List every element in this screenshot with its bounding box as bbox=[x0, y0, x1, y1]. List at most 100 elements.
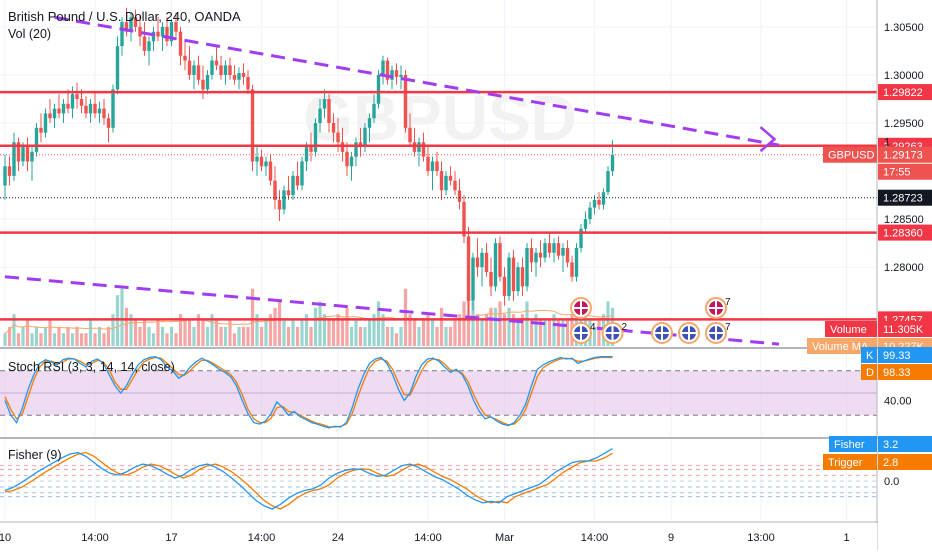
volume-bar bbox=[529, 320, 534, 346]
candle bbox=[453, 171, 457, 196]
volume-bar bbox=[277, 301, 282, 346]
volume-bar bbox=[52, 333, 57, 346]
candle bbox=[147, 36, 151, 66]
economic-event-icon[interactable]: 2 bbox=[601, 322, 628, 344]
volume-bar bbox=[304, 314, 309, 346]
candle bbox=[88, 98, 93, 124]
candle bbox=[39, 113, 43, 143]
trendline[interactable] bbox=[4, 275, 780, 346]
time-tick-label: 14:00 bbox=[248, 532, 276, 544]
volume-bar bbox=[57, 326, 61, 346]
candle bbox=[520, 257, 525, 297]
time-tick-label: 24 bbox=[332, 532, 344, 544]
candle bbox=[93, 92, 97, 119]
volume-bar bbox=[592, 326, 597, 346]
volume-bar bbox=[390, 326, 394, 346]
candle bbox=[57, 94, 61, 119]
price-tick-label: 1.30500 bbox=[884, 22, 924, 34]
candle bbox=[538, 240, 543, 268]
volume-bar bbox=[358, 326, 363, 346]
candle bbox=[3, 154, 7, 200]
candle bbox=[133, 9, 138, 32]
volume-bar bbox=[241, 326, 246, 346]
economic-event-icon[interactable] bbox=[651, 322, 673, 344]
svg-text:Trigger: Trigger bbox=[828, 457, 863, 469]
volume-bar bbox=[205, 326, 210, 346]
candle bbox=[457, 178, 462, 210]
economic-event-icon[interactable]: 7 bbox=[705, 322, 731, 344]
volume-bar bbox=[322, 314, 327, 346]
volume-bar bbox=[327, 320, 331, 346]
candle bbox=[115, 36, 120, 95]
volume-bar bbox=[138, 326, 142, 346]
axis-last-label: 1 bbox=[884, 137, 890, 149]
candle bbox=[385, 57, 390, 85]
volume-bar bbox=[88, 320, 93, 346]
candle bbox=[174, 12, 178, 37]
volume-bar bbox=[120, 288, 124, 346]
candle bbox=[489, 257, 493, 297]
volume-bar bbox=[318, 301, 322, 346]
volume-bar bbox=[421, 320, 426, 346]
trendline[interactable] bbox=[54, 15, 780, 147]
candle bbox=[250, 84, 255, 172]
volume-bar bbox=[471, 301, 475, 346]
candle bbox=[259, 149, 264, 172]
price-tick-label: 1.30000 bbox=[884, 70, 924, 82]
candle bbox=[142, 22, 147, 56]
volume-bar bbox=[349, 326, 354, 346]
fisher-label-tag: Fisher bbox=[829, 436, 877, 452]
volume-bar bbox=[21, 326, 25, 346]
volume-bar bbox=[331, 320, 336, 346]
volume-bar bbox=[286, 326, 291, 346]
candle bbox=[511, 249, 516, 301]
volume-bar bbox=[223, 326, 228, 346]
volume-bar bbox=[156, 320, 160, 346]
volume-bar bbox=[214, 320, 219, 346]
volume-bar bbox=[538, 320, 543, 346]
volume-bar bbox=[250, 288, 255, 346]
candle bbox=[214, 46, 219, 71]
candle bbox=[601, 188, 606, 210]
time-axis[interactable] bbox=[0, 523, 877, 550]
economic-event-icon[interactable] bbox=[570, 297, 592, 319]
candle bbox=[223, 60, 228, 85]
candle bbox=[12, 132, 16, 181]
volume-bar bbox=[475, 314, 480, 346]
event-count-label: 2 bbox=[622, 322, 628, 333]
svg-text:GBPUSD: GBPUSD bbox=[828, 150, 875, 162]
candle bbox=[264, 156, 268, 176]
candle bbox=[399, 65, 403, 90]
volume-bar bbox=[39, 333, 43, 346]
volume-bar bbox=[597, 320, 601, 346]
volume-bar bbox=[165, 333, 169, 346]
volume-bar bbox=[372, 314, 376, 346]
time-tick-label: 14:00 bbox=[81, 532, 109, 544]
time-tick-label: 13:00 bbox=[747, 532, 775, 544]
candle bbox=[277, 190, 282, 222]
volume-bar bbox=[367, 320, 372, 346]
candle bbox=[201, 65, 205, 99]
volume-bar bbox=[178, 314, 183, 346]
time-tick-label: 10 bbox=[0, 532, 11, 544]
candle bbox=[313, 118, 318, 157]
volume-bar bbox=[295, 326, 300, 346]
fisher-trigger-line bbox=[4, 451, 613, 510]
economic-event-icon[interactable]: 7 bbox=[705, 297, 731, 319]
volume-bar bbox=[151, 333, 156, 346]
candle bbox=[543, 238, 547, 263]
candle bbox=[444, 171, 448, 196]
economic-event-icon[interactable]: 4 bbox=[570, 322, 596, 344]
economic-event-icon[interactable] bbox=[678, 322, 700, 344]
chart-title: British Pound / U.S. Dollar, 240, OANDA bbox=[8, 9, 241, 24]
candle bbox=[183, 41, 187, 71]
candle bbox=[273, 166, 277, 210]
level-price-tag: 1.29822 bbox=[878, 84, 932, 101]
volume-bar bbox=[552, 314, 556, 346]
volume-bar bbox=[354, 320, 358, 346]
candle bbox=[34, 123, 39, 157]
volume-bar bbox=[336, 314, 340, 346]
candle bbox=[196, 55, 201, 85]
volume-bar bbox=[520, 314, 525, 346]
